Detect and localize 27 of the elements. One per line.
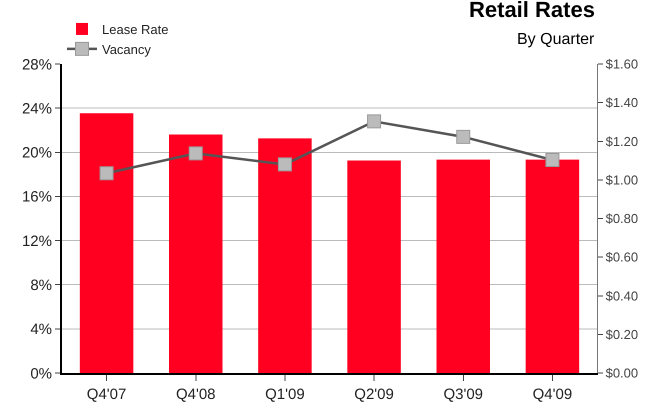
y2-tick-label: $0.20 <box>606 326 638 342</box>
y2-tick-label: $0.80 <box>606 211 638 226</box>
chart-title: Retail Rates <box>469 0 595 22</box>
chart-subtitle: By Quarter <box>517 31 596 48</box>
y-tick-label: 4% <box>30 321 52 338</box>
legend-label: Lease Rate <box>102 22 168 38</box>
x-tick-label: Q1'09 <box>265 386 305 403</box>
y-tick-label: 0% <box>30 365 52 382</box>
y-tick-label: 16% <box>22 188 52 206</box>
y-tick-label: 12% <box>22 232 52 250</box>
y2-tick-label: $0.40 <box>606 288 638 304</box>
x-tick-label: Q4'08 <box>176 386 216 403</box>
y2-tick-label: $0.00 <box>606 366 638 381</box>
x-tick-label: Q3'09 <box>443 386 484 403</box>
x-tick-label: Q2'09 <box>354 386 394 403</box>
legend-label: Vacancy <box>102 42 152 57</box>
y-tick-label: 24% <box>22 100 52 118</box>
y-tick-label: 20% <box>22 144 52 162</box>
x-tick-label: Q4'09 <box>532 386 572 403</box>
y-tick-label: 8% <box>30 276 52 294</box>
y2-tick-label: $1.60 <box>606 56 638 72</box>
y-tick-label: 28% <box>22 56 52 74</box>
x-tick-label: Q4'07 <box>86 386 126 403</box>
y2-tick-label: $1.00 <box>606 172 638 188</box>
y2-tick-label: $1.40 <box>606 95 638 110</box>
y2-tick-label: $1.20 <box>606 134 638 149</box>
y2-tick-label: $0.60 <box>606 250 638 265</box>
